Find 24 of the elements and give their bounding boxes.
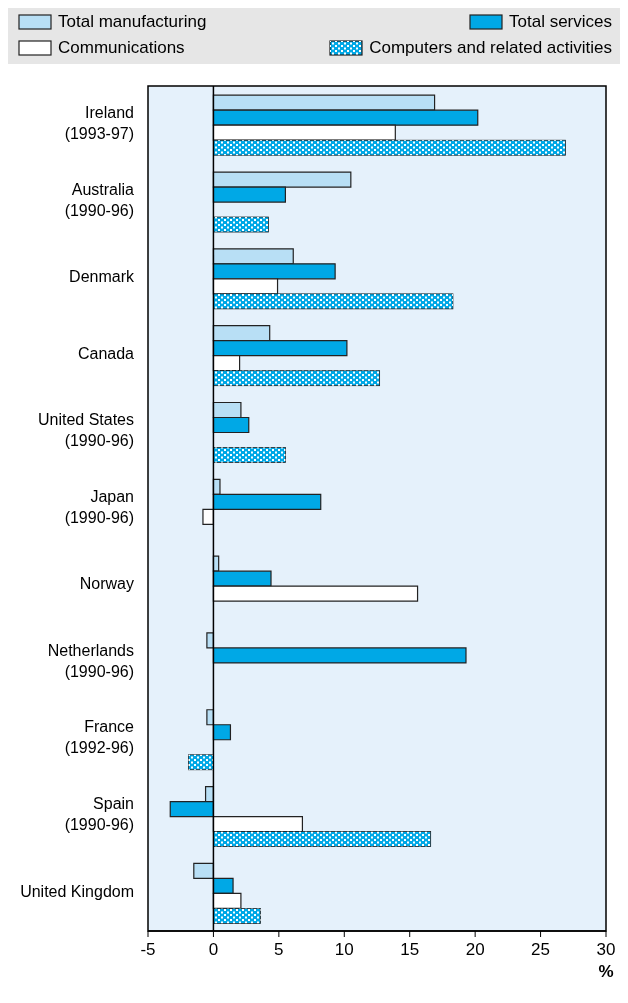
x-tick-label: 25 [531, 940, 551, 959]
legend-label: Computers and related activities [369, 38, 612, 58]
x-tick-label: 10 [334, 940, 354, 959]
x-axis-title: % [598, 962, 614, 981]
y-tick-label: United Kingdom [20, 882, 134, 900]
x-tick-label: 5 [274, 940, 284, 959]
legend-label: Total services [509, 12, 612, 32]
x-tick-label: 30 [596, 940, 616, 959]
y-tick-label: Japan (1990-96) [64, 488, 134, 527]
x-tick-label: -5 [140, 940, 156, 959]
y-tick-label: France (1992-96) [64, 718, 135, 757]
y-tick-label: Spain (1990-96) [64, 795, 134, 834]
y-tick-label: Netherlands (1990-96) [47, 641, 134, 680]
legend-label: Total manufacturing [58, 12, 207, 32]
y-tick-label: Ireland (1993-97) [64, 104, 134, 143]
x-tick-label: 0 [208, 940, 219, 959]
x-tick-label: 20 [465, 940, 485, 959]
y-tick-label: Canada [77, 345, 135, 363]
y-tick-label: Norway [79, 575, 134, 593]
y-tick-label: United States (1990-96) [37, 411, 134, 450]
y-tick-label: Denmark [69, 268, 135, 286]
x-tick-label: 15 [400, 940, 420, 959]
legend-label: Communications [58, 38, 185, 58]
y-tick-label: Australia (1990-96) [64, 180, 135, 219]
